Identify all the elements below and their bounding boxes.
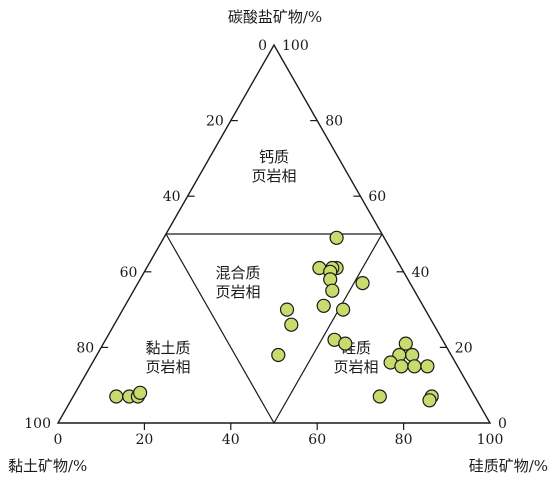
region-label-clay: 页岩相	[145, 358, 190, 376]
data-point	[133, 385, 148, 400]
left-tick-label: 20	[206, 114, 224, 130]
data-point-layer	[109, 230, 439, 408]
data-point	[355, 276, 370, 291]
region-label-mixed: 混合质	[215, 264, 260, 282]
data-point	[338, 336, 353, 351]
data-point	[420, 359, 435, 374]
data-point	[325, 283, 340, 298]
data-point	[109, 389, 124, 404]
data-point	[407, 359, 422, 374]
bottom-tick-label: 0	[54, 432, 63, 448]
boundary-silica-line	[273, 233, 383, 424]
right-tick-label: 0	[498, 416, 507, 432]
right-tick-label: 60	[368, 189, 386, 205]
facies-boundary-layer	[165, 233, 383, 424]
data-point	[394, 359, 409, 374]
left-tick-label: 40	[163, 189, 181, 205]
region-label-siliceous: 页岩相	[333, 358, 378, 376]
region-label-mixed: 页岩相	[215, 283, 260, 301]
bottom-tick-label: 20	[135, 432, 153, 448]
axis-title-layer: 碳酸盐矿物/% 黏土矿物/% 硅质矿物/%	[8, 8, 548, 475]
right-tick-label: 40	[412, 265, 430, 281]
right-tick-label: 80	[325, 114, 343, 130]
data-point	[271, 347, 286, 363]
right-tick-label: 20	[455, 340, 473, 356]
data-point	[329, 230, 344, 245]
bottom-tick-label: 40	[222, 432, 240, 448]
left-tick-label: 60	[120, 265, 138, 281]
left-tick-label: 100	[24, 416, 51, 432]
data-point	[336, 302, 351, 317]
boundary-clay-line	[165, 233, 275, 424]
data-point	[284, 317, 299, 332]
axis-title-carbonate: 碳酸盐矿物/%	[228, 8, 322, 26]
axis-title-clay: 黏土矿物/%	[8, 457, 87, 475]
bottom-tick-label: 80	[395, 432, 413, 448]
data-point	[398, 336, 413, 351]
region-label-calcareous: 钙质	[259, 148, 289, 166]
data-point	[372, 389, 387, 404]
bottom-tick-label: 100	[477, 432, 504, 448]
bottom-tick-label: 60	[308, 432, 326, 448]
right-tick-label: 100	[282, 38, 309, 54]
region-label-clay: 黏土质	[145, 339, 190, 357]
left-tick-label: 80	[76, 340, 94, 356]
data-point	[422, 393, 437, 408]
left-tick-label: 0	[258, 38, 267, 54]
axis-title-silica: 硅质矿物/%	[469, 457, 548, 475]
data-point	[279, 302, 295, 317]
region-label-calcareous: 页岩相	[251, 167, 296, 185]
data-point	[316, 298, 331, 313]
